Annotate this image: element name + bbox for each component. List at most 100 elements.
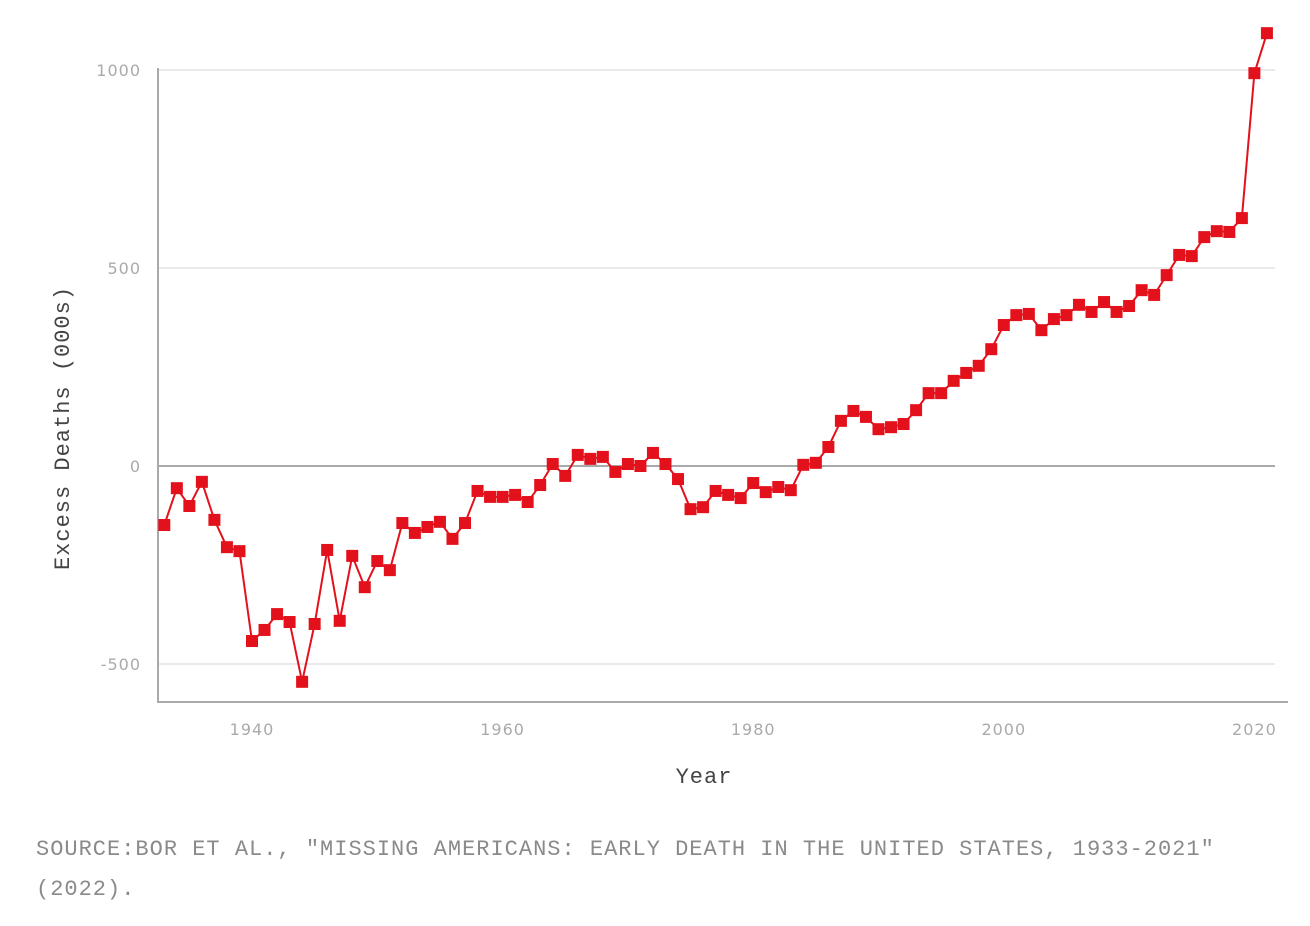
data-point [546,458,559,471]
x-axis-label: Year [676,765,733,790]
data-point [935,387,948,400]
data-point [208,513,221,526]
data-point [1260,27,1273,40]
data-point [609,465,622,478]
series-line [163,32,1268,683]
data-point [220,541,233,554]
data-point [1173,248,1186,261]
data-point [985,343,998,356]
data-point [747,477,760,490]
data-point [1110,305,1123,318]
y-tick-label: 1000 [96,61,141,80]
x-tick-label: 1960 [480,720,525,739]
x-tick-label: 2020 [1232,720,1277,739]
data-point [834,414,847,427]
data-point [170,482,183,495]
data-point [1148,288,1161,301]
data-point [784,484,797,497]
data-point [847,404,860,417]
data-point [772,480,785,493]
y-tick-label: -500 [101,655,141,674]
data-point [634,460,647,472]
data-point [333,614,346,627]
y-axis-label: Excess Deaths (000s) [51,286,76,570]
data-point [1235,212,1248,225]
data-point [296,675,309,688]
data-point [596,450,609,463]
data-point [471,484,484,497]
data-point [809,456,822,469]
data-point [1047,313,1060,326]
data-point [947,374,960,387]
data-point [1160,269,1173,282]
data-point [972,359,985,372]
data-point [521,496,534,509]
data-point [233,545,246,558]
data-point [1123,300,1136,313]
data-point [346,549,359,562]
data-point [484,490,497,503]
data-point [195,475,208,488]
data-point [722,488,735,501]
x-tick-label: 2000 [981,720,1026,739]
data-point [1198,231,1211,244]
data-point [1022,307,1035,320]
data-point [396,517,409,530]
data-point [509,488,522,501]
data-point [1010,309,1023,322]
data-point [1085,305,1098,318]
data-point [584,452,597,465]
data-point [797,458,810,471]
data-point [684,503,697,516]
data-point [1248,67,1261,80]
data-point [1185,250,1198,263]
data-point [371,555,384,568]
data-point [1060,309,1073,322]
data-point [697,501,710,514]
data-point [621,458,634,471]
data-point [308,618,321,631]
data-point [158,519,171,532]
data-point [271,608,284,621]
data-point [408,526,421,539]
data-point [997,319,1010,332]
data-point [960,366,973,379]
data-point [1035,324,1048,337]
data-point [734,492,747,505]
y-tick-label: 500 [107,259,141,278]
data-point [383,564,396,577]
data-point [459,517,472,530]
data-point [1135,284,1148,297]
data-point [897,418,910,431]
data-point [246,635,258,648]
data-point [258,623,271,636]
data-point [922,387,935,400]
data-point [496,490,509,503]
data-point [1072,298,1085,311]
data-point [659,458,672,471]
data-point [672,473,685,486]
data-point [571,448,584,461]
data-point [1098,296,1111,309]
data-point [759,486,772,499]
data-point [1210,225,1223,238]
data-point [885,421,898,434]
y-tick-label: 0 [130,457,141,476]
data-point [183,499,196,512]
source-note: SOURCE:BOR ET AL., "MISSING AMERICANS: E… [36,837,1215,902]
data-point [822,440,835,453]
data-point [709,484,722,497]
x-tick-label: 1980 [731,720,776,739]
data-point [446,532,459,545]
data-point [1223,225,1236,238]
data-point [358,581,371,594]
data-point [910,404,923,417]
data-point [646,446,659,459]
data-point [534,479,547,492]
data-point [559,469,572,482]
data-point [421,520,434,533]
data-point [283,616,296,629]
x-tick-label: 1940 [230,720,275,739]
data-point [859,410,872,423]
